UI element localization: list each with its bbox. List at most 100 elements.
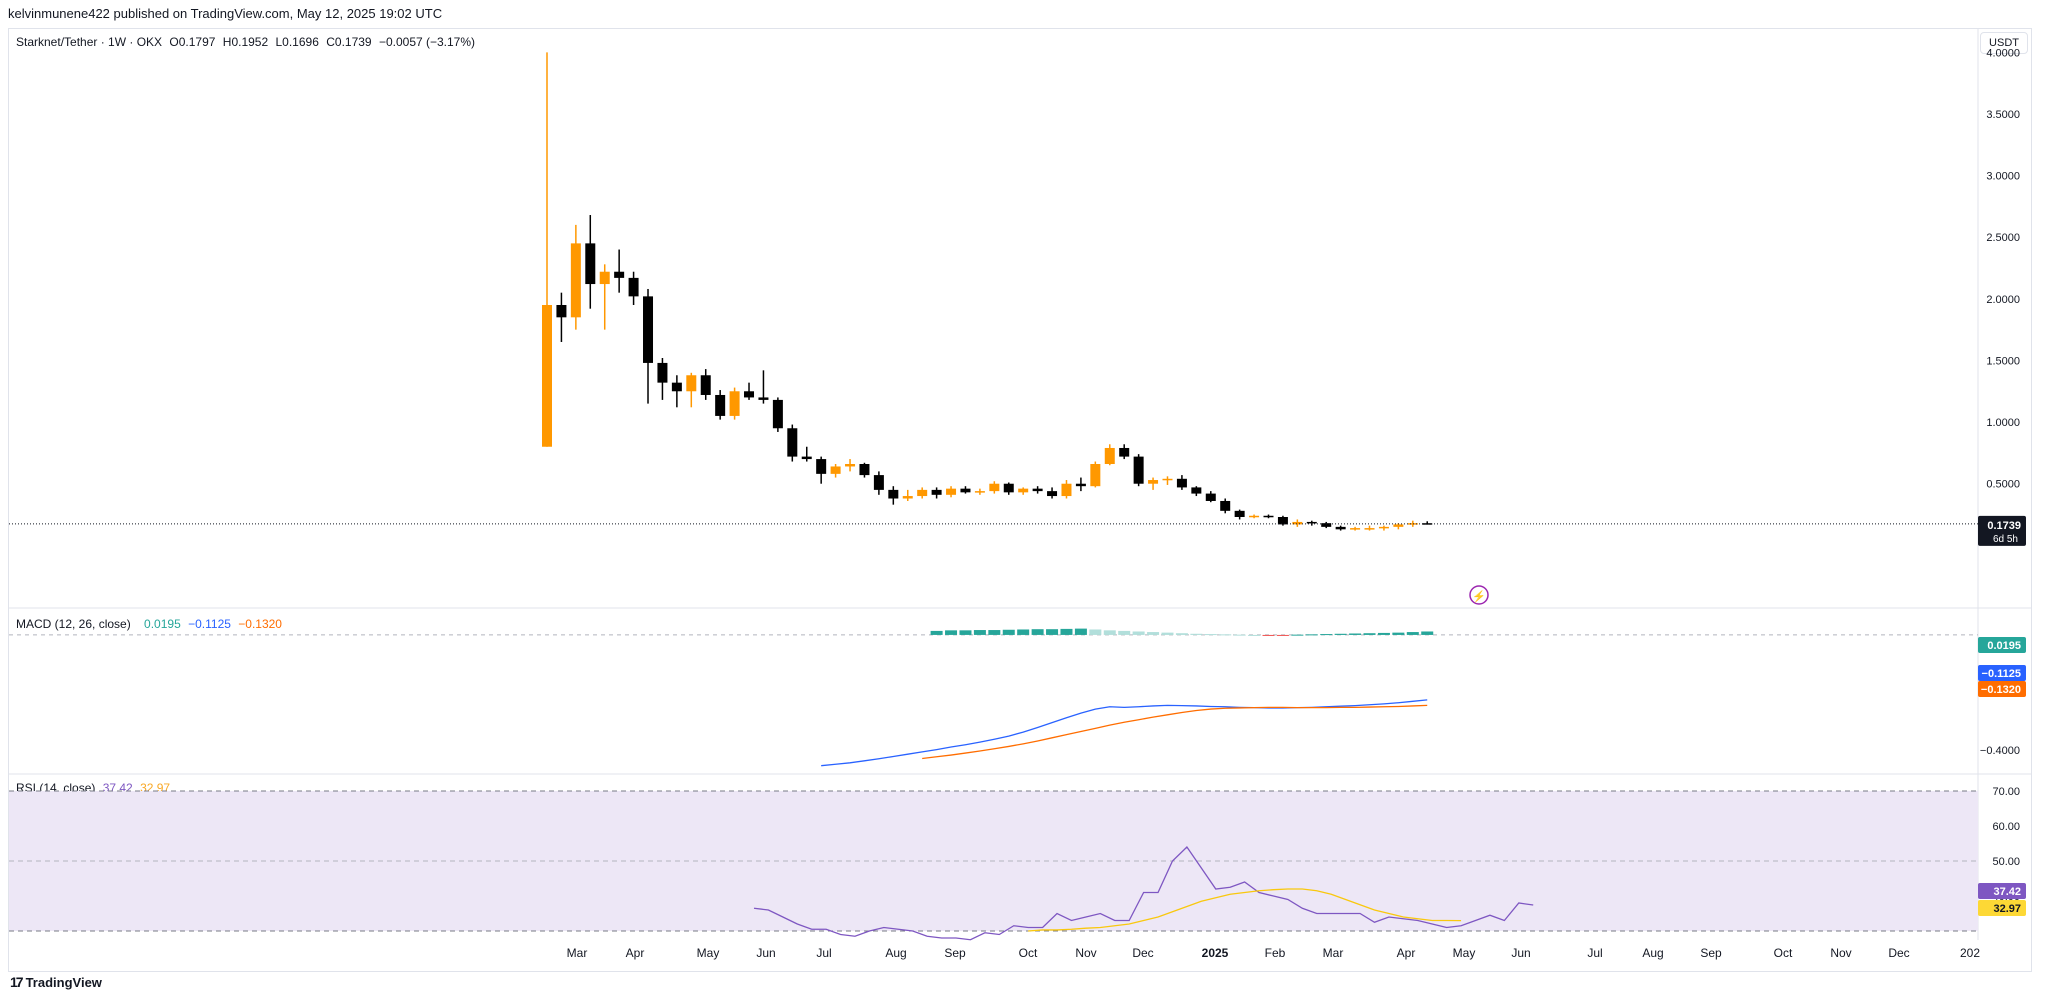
candle-body — [1249, 515, 1260, 518]
price-tick-label: 3.0000 — [1986, 171, 2020, 183]
time-tick-label: May — [1453, 946, 1476, 960]
candle-body — [643, 296, 654, 363]
macd-histogram-bar — [1031, 629, 1044, 635]
currency-button[interactable]: USDT — [1980, 32, 2028, 54]
macd-histogram-bar — [1349, 633, 1362, 635]
candle-body — [1104, 447, 1115, 464]
macd-histogram-bar — [1406, 632, 1419, 635]
candle-body — [1220, 500, 1231, 511]
lightning-marker[interactable] — [1469, 585, 1489, 605]
macd-histogram-bar — [1118, 630, 1131, 635]
rsi-tag: 37.42 — [1993, 886, 2021, 898]
candle-body — [1407, 523, 1418, 525]
macd-histogram-bar — [1276, 634, 1289, 636]
candle-body — [1133, 456, 1144, 484]
candle-body — [657, 362, 668, 383]
ohlc-high: H0.1952 — [222, 35, 269, 49]
published-caption: kelvinmunene422 published on TradingView… — [8, 6, 443, 21]
macd-histogram-bar — [1074, 628, 1087, 635]
macd-histogram-bar — [988, 630, 1001, 635]
macd-histogram-bar — [1363, 633, 1376, 635]
macd-hist-tag-box — [1978, 637, 2026, 653]
macd-histogram-bar — [1017, 629, 1030, 635]
candle-body — [1378, 526, 1389, 529]
macd-histogram-bar — [1291, 634, 1304, 636]
macd-histogram-bar — [1175, 633, 1188, 635]
time-tick-label: Oct — [1019, 946, 1038, 960]
candle-body — [1162, 478, 1173, 481]
candle-body — [1393, 524, 1404, 527]
candle-body — [671, 382, 682, 392]
time-tick-label: Aug — [1642, 946, 1663, 960]
candle-body — [873, 475, 884, 490]
candle-body — [1119, 447, 1130, 457]
macd-histogram-bar — [1262, 634, 1275, 636]
candle-body — [614, 271, 625, 278]
time-tick-label: May — [697, 946, 720, 960]
macd-histogram-bar — [1132, 631, 1145, 635]
macd-histogram-bar — [1219, 634, 1232, 636]
candle-body — [1350, 528, 1361, 530]
time-tick-label: Mar — [1323, 946, 1344, 960]
macd-hist-value: 0.0195 — [144, 617, 181, 631]
price-tag-countdown: 6d 5h — [1993, 534, 2018, 545]
macd-line-tag-box — [1978, 665, 2026, 681]
candle-body — [845, 464, 856, 467]
brand-label: TradingView — [25, 974, 102, 990]
candle-body — [1176, 478, 1187, 488]
candle-body — [1335, 526, 1346, 530]
candle-body — [686, 375, 697, 392]
candle-body — [1234, 510, 1245, 517]
candle-body — [989, 483, 1000, 492]
candle-body — [1306, 521, 1317, 524]
rsi-ma-tag-box — [1978, 900, 2026, 916]
candle-body — [787, 428, 798, 457]
candle-body — [1061, 483, 1072, 497]
candle-body — [1018, 488, 1029, 493]
price-tag-value: 0.1739 — [1987, 520, 2021, 532]
macd-histogram-bar — [1103, 630, 1116, 635]
time-tick-label: Apr — [1397, 946, 1416, 960]
candle-body — [1205, 493, 1216, 501]
macd-signal-tag: −0.1320 — [1981, 684, 2021, 696]
macd-signal-value: −0.1320 — [238, 617, 282, 631]
tradingview-logo[interactable]: 17 TradingView — [10, 974, 102, 990]
time-tick-label: Aug — [885, 946, 906, 960]
macd-histogram-bar — [1305, 634, 1318, 636]
candle-body — [1277, 517, 1288, 525]
macd-histogram-bar — [1320, 634, 1333, 636]
candle-body — [1263, 515, 1274, 518]
candle-body — [570, 243, 581, 318]
chart-frame — [8, 28, 2032, 972]
time-tick-label: Oct — [1774, 946, 1793, 960]
macd-histogram-bar — [930, 630, 943, 635]
macd-histogram-bar — [973, 630, 986, 635]
ohlc-low: L0.1696 — [275, 35, 319, 49]
macd-signal-line — [922, 704, 1428, 760]
price-tick-label: 2.5000 — [1986, 232, 2020, 244]
price-tick-label: 1.5000 — [1986, 355, 2020, 367]
macd-hist-tag: 0.0195 — [1987, 640, 2021, 652]
candle-body — [888, 489, 899, 499]
candle-body — [1321, 523, 1332, 527]
price-tick-label: 0.5000 — [1986, 479, 2020, 491]
candle-body — [946, 488, 957, 495]
macd-line — [821, 699, 1428, 767]
candle-body — [1292, 521, 1303, 525]
candle-body — [1075, 483, 1086, 487]
candle-body — [917, 489, 928, 497]
candle-body — [974, 491, 985, 493]
candle-body — [772, 399, 783, 429]
ohlc-open: O0.1797 — [169, 35, 216, 49]
time-tick-label: Dec — [1888, 946, 1909, 960]
rsi-level-label: 70.00 — [1992, 786, 2020, 798]
candle-body — [1090, 464, 1101, 487]
candle-body — [859, 464, 870, 476]
candle-body — [585, 243, 596, 285]
macd-histogram-bar — [1060, 628, 1073, 635]
lightning-icon: ⚡ — [1472, 590, 1486, 603]
macd-histogram-bar — [959, 630, 972, 635]
time-tick-label: Nov — [1075, 946, 1096, 960]
candle-body — [1148, 480, 1159, 484]
